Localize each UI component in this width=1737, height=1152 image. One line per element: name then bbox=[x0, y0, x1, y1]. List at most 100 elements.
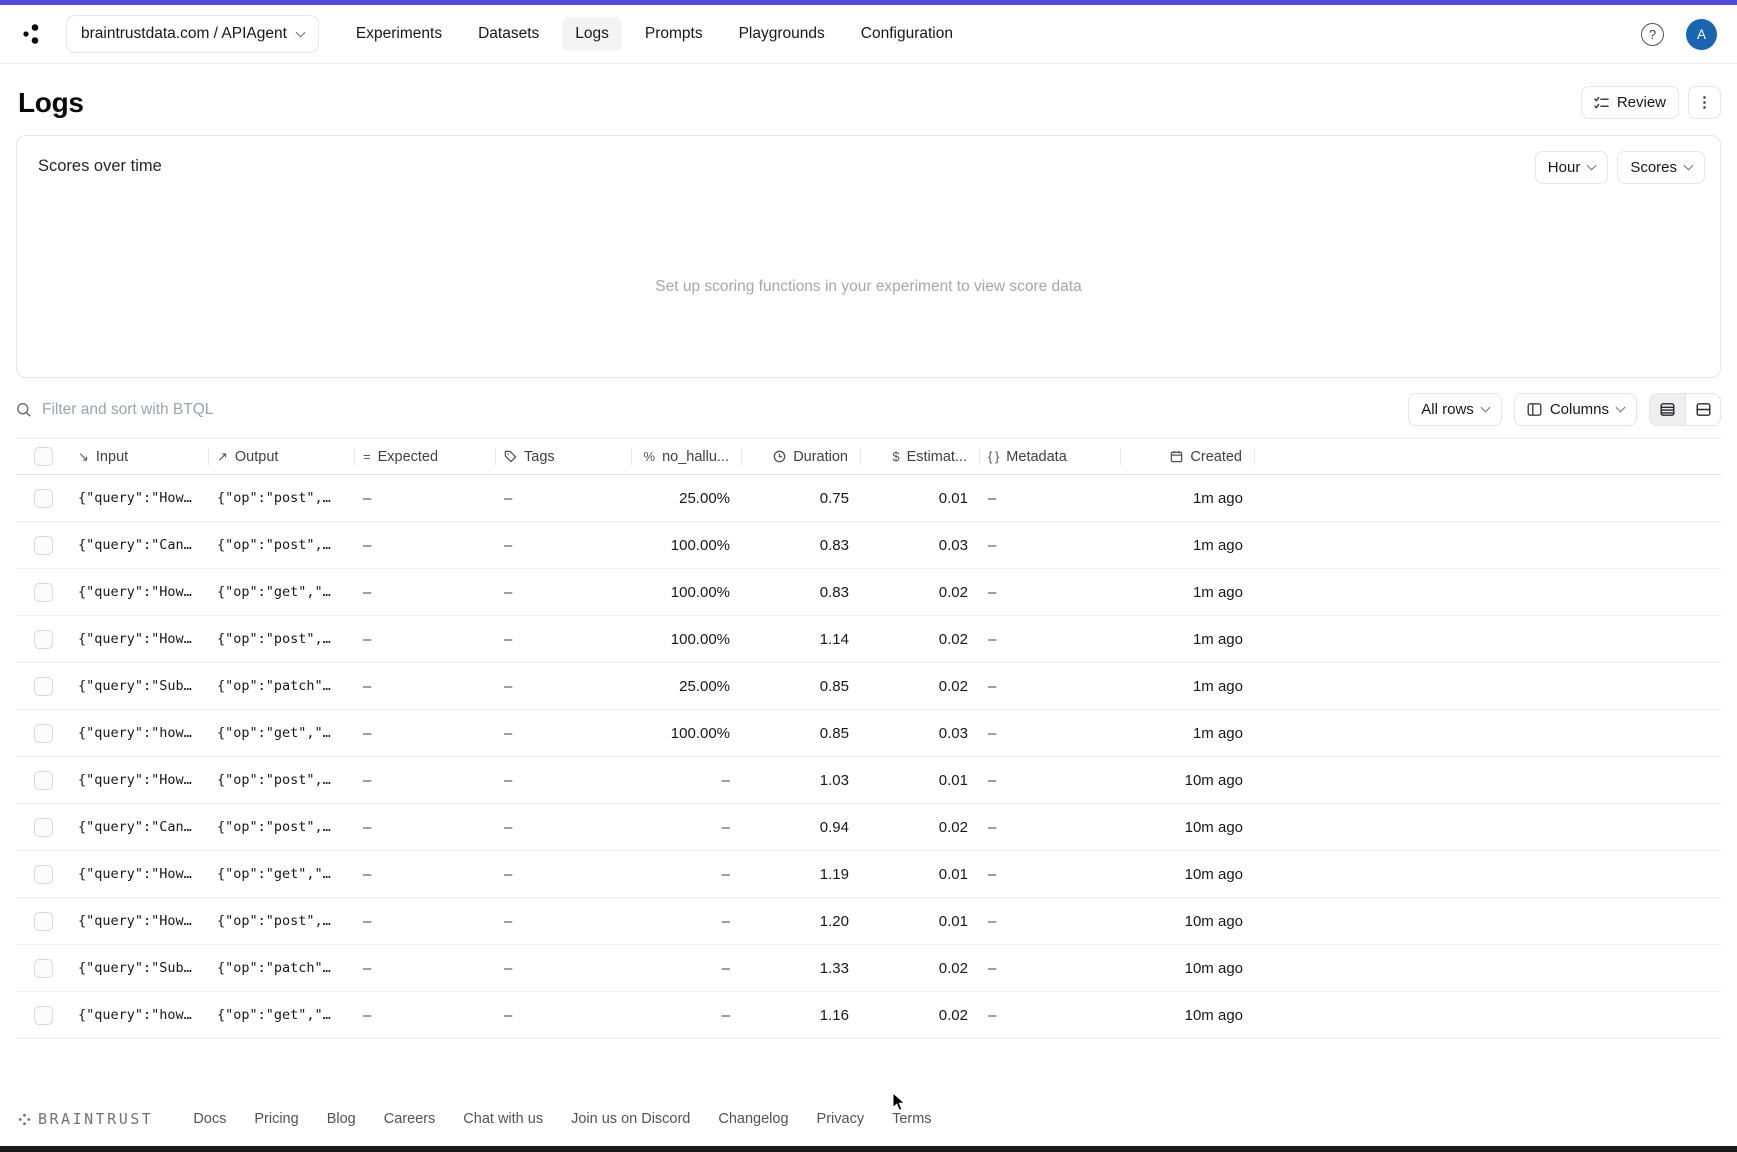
mouse-cursor bbox=[892, 1092, 906, 1111]
table-row[interactable]: {"query":"How… {"op":"post",… – – 25.00%… bbox=[16, 475, 1721, 522]
cell-input: {"query":"How… bbox=[78, 772, 192, 788]
metric-dropdown[interactable]: Scores bbox=[1617, 151, 1705, 184]
cell-metadata: – bbox=[988, 912, 997, 930]
dense-rows-view-button[interactable] bbox=[1650, 394, 1685, 425]
footer-link-docs[interactable]: Docs bbox=[193, 1111, 227, 1127]
table-row[interactable]: {"query":"Can… {"op":"post",… – – 100.00… bbox=[16, 522, 1721, 569]
table-row[interactable]: {"query":"How… {"op":"post",… – – 100.00… bbox=[16, 616, 1721, 663]
columns-dropdown-label: Columns bbox=[1549, 401, 1609, 418]
row-checkbox[interactable] bbox=[33, 817, 53, 837]
page-header: Logs Review ⋮ bbox=[0, 64, 1737, 135]
table-row[interactable]: {"query":"how… {"op":"get","… – – – 1.16… bbox=[16, 992, 1721, 1039]
column-header-tags[interactable]: Tags bbox=[496, 448, 632, 465]
cell-expected: – bbox=[363, 630, 372, 648]
footer-link-changelog[interactable]: Changelog bbox=[718, 1111, 789, 1127]
cell-created: 1m ago bbox=[1192, 583, 1243, 601]
footer-link-join-us-on-discord[interactable]: Join us on Discord bbox=[571, 1111, 691, 1127]
cell-created: 1m ago bbox=[1192, 536, 1243, 554]
cell-no-hallu: 100.00% bbox=[670, 630, 730, 648]
table-row[interactable]: {"query":"Sub… {"op":"patch"… – – 25.00%… bbox=[16, 663, 1721, 710]
column-header-estimated[interactable]: $ Estimat... bbox=[861, 448, 980, 465]
tab-logs[interactable]: Logs bbox=[562, 17, 622, 51]
cell-no-hallu: – bbox=[721, 771, 730, 789]
row-checkbox[interactable] bbox=[33, 629, 53, 649]
equals-icon: = bbox=[363, 449, 371, 464]
cell-output: {"op":"post",… bbox=[217, 819, 331, 835]
table-row[interactable]: {"query":"How… {"op":"get","… – – – 1.19… bbox=[16, 851, 1721, 898]
cell-expected: – bbox=[363, 1006, 372, 1024]
tab-playgrounds[interactable]: Playgrounds bbox=[738, 25, 825, 42]
split-rows-view-button[interactable] bbox=[1685, 394, 1720, 425]
row-checkbox[interactable] bbox=[33, 864, 53, 884]
cell-tags: – bbox=[504, 865, 513, 883]
cell-created: 10m ago bbox=[1184, 771, 1243, 789]
cell-expected: – bbox=[363, 583, 372, 601]
cell-estimated: 0.01 bbox=[938, 771, 968, 789]
row-checkbox[interactable] bbox=[33, 488, 53, 508]
table-row[interactable]: {"query":"How… {"op":"post",… – – – 1.20… bbox=[16, 898, 1721, 945]
tab-experiments[interactable]: Experiments bbox=[355, 25, 443, 42]
column-header-expected[interactable]: = Expected bbox=[355, 448, 496, 465]
cell-estimated: 0.01 bbox=[938, 489, 968, 507]
footer-link-terms[interactable]: Terms bbox=[892, 1111, 932, 1127]
table-row[interactable]: {"query":"How… {"op":"post",… – – – 1.03… bbox=[16, 757, 1721, 804]
table-row[interactable]: {"query":"How… {"op":"get","… – – 100.00… bbox=[16, 569, 1721, 616]
clock-icon bbox=[773, 450, 786, 463]
cell-metadata: – bbox=[988, 724, 997, 742]
row-checkbox[interactable] bbox=[33, 582, 53, 602]
table-row[interactable]: {"query":"how… {"op":"get","… – – 100.00… bbox=[16, 710, 1721, 757]
column-header-created[interactable]: Created bbox=[1121, 448, 1255, 465]
cell-no-hallu: 100.00% bbox=[670, 536, 730, 554]
cell-metadata: – bbox=[988, 489, 997, 507]
select-all-checkbox[interactable] bbox=[33, 447, 53, 466]
tab-prompts[interactable]: Prompts bbox=[644, 25, 703, 42]
column-header-no-hallu[interactable]: % no_hallu... bbox=[632, 448, 742, 465]
footer-link-blog[interactable]: Blog bbox=[326, 1111, 356, 1127]
row-checkbox[interactable] bbox=[33, 723, 53, 743]
page-title: Logs bbox=[18, 86, 84, 118]
columns-icon bbox=[1527, 402, 1542, 417]
column-header-input[interactable]: ↘ Input bbox=[70, 448, 209, 465]
cell-tags: – bbox=[504, 583, 513, 601]
footer-link-pricing[interactable]: Pricing bbox=[254, 1111, 299, 1127]
cell-input: {"query":"Sub… bbox=[78, 960, 192, 976]
row-checkbox[interactable] bbox=[33, 958, 53, 978]
more-actions-button[interactable]: ⋮ bbox=[1688, 86, 1721, 119]
cell-created: 10m ago bbox=[1184, 959, 1243, 977]
row-checkbox[interactable] bbox=[33, 911, 53, 931]
cell-created: 1m ago bbox=[1192, 630, 1243, 648]
rows-filter-dropdown[interactable]: All rows bbox=[1408, 393, 1502, 426]
table-row[interactable]: {"query":"Can… {"op":"post",… – – – 0.94… bbox=[16, 804, 1721, 851]
cell-estimated: 0.01 bbox=[938, 912, 968, 930]
arrow-up-right-icon: ↗ bbox=[217, 448, 228, 464]
project-selector[interactable]: braintrustdata.com / APIAgent bbox=[66, 15, 319, 53]
footer-link-careers[interactable]: Careers bbox=[383, 1111, 436, 1127]
row-checkbox[interactable] bbox=[33, 770, 53, 790]
avatar[interactable]: A bbox=[1686, 18, 1717, 50]
help-icon[interactable]: ? bbox=[1641, 22, 1664, 46]
column-header-duration[interactable]: Duration bbox=[742, 448, 861, 465]
tab-datasets[interactable]: Datasets bbox=[478, 25, 540, 42]
row-checkbox[interactable] bbox=[33, 535, 53, 555]
column-header-metadata[interactable]: { } Metadata bbox=[980, 448, 1121, 465]
braintrust-logo-icon[interactable] bbox=[20, 21, 44, 47]
cell-output: {"op":"post",… bbox=[217, 490, 331, 506]
footer-link-chat-with-us[interactable]: Chat with us bbox=[463, 1111, 544, 1127]
table-row[interactable]: {"query":"Sub… {"op":"patch"… – – – 1.33… bbox=[16, 945, 1721, 992]
columns-dropdown[interactable]: Columns bbox=[1513, 393, 1637, 426]
braintrust-footer-logo[interactable]: BRAINTRUST bbox=[18, 1110, 153, 1128]
row-checkbox[interactable] bbox=[33, 1005, 53, 1025]
cell-input: {"query":"how… bbox=[78, 725, 192, 741]
interval-dropdown[interactable]: Hour bbox=[1534, 151, 1609, 184]
footer-link-privacy[interactable]: Privacy bbox=[816, 1111, 865, 1127]
review-button[interactable]: Review bbox=[1580, 86, 1679, 119]
cell-expected: – bbox=[363, 489, 372, 507]
tab-configuration[interactable]: Configuration bbox=[860, 25, 953, 42]
btql-filter-input[interactable] bbox=[42, 400, 1409, 419]
select-all-cell bbox=[16, 447, 70, 466]
tag-icon bbox=[504, 450, 517, 463]
scores-panel-title: Scores over time bbox=[38, 157, 162, 175]
row-checkbox[interactable] bbox=[33, 676, 53, 696]
column-header-output[interactable]: ↗ Output bbox=[209, 448, 355, 465]
cell-no-hallu: – bbox=[721, 912, 730, 930]
